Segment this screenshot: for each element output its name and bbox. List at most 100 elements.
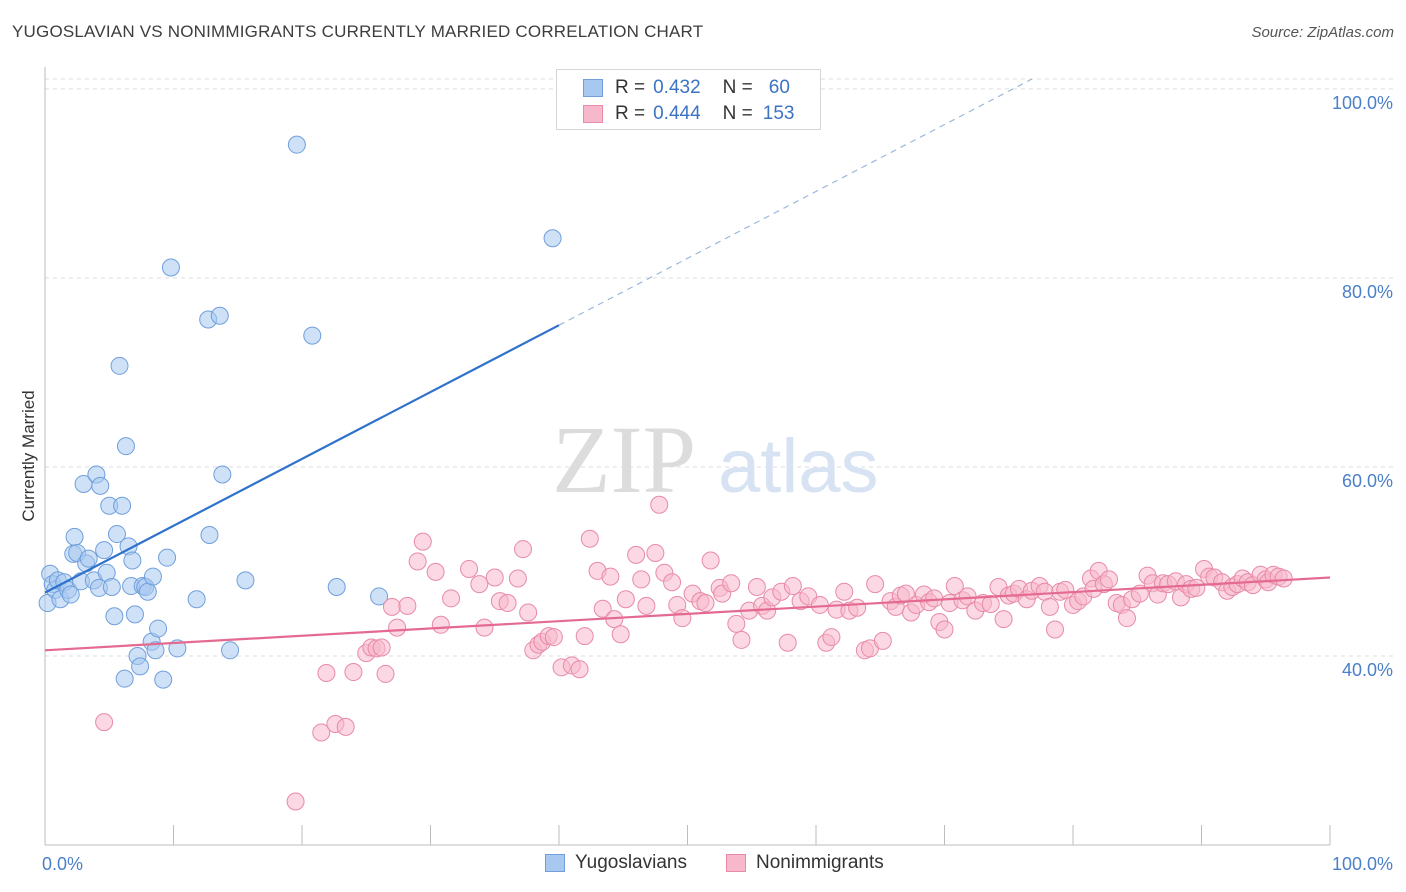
yugoslavian-point	[125, 605, 144, 624]
nonimmigrant-point	[398, 596, 417, 615]
nonimmigrant-point	[722, 574, 741, 593]
legend-n-value: 60	[768, 77, 790, 98]
nonimmigrant-point	[783, 577, 802, 596]
yugoslavian-point	[210, 306, 229, 325]
nonimmigrant-point	[312, 723, 331, 742]
nonimmigrant-point	[632, 570, 651, 589]
yugoslavian-point	[116, 437, 135, 456]
yugoslavian-point	[168, 639, 187, 658]
nonimmigrant-point	[286, 792, 305, 811]
nonimmigrant-point	[593, 599, 612, 618]
nonimmigrant-point	[344, 663, 363, 682]
nonimmigrant-point	[945, 577, 964, 596]
nonimmigrant-point	[485, 568, 504, 587]
axes: 40.0% 60.0% 80.0% 100.0% 0.0% 100.0%	[42, 67, 1393, 874]
yugoslavian-point	[327, 577, 346, 596]
chart-title: YUGOSLAVIAN VS NONIMMIGRANTS CURRENTLY M…	[12, 22, 704, 41]
points	[38, 135, 1293, 811]
yugoslavian-trend-line	[44, 324, 560, 594]
bottom-legend-swatch-yugoslavians	[545, 854, 565, 872]
yugoslavian-point	[287, 135, 306, 154]
legend-swatch-yugoslavians	[583, 79, 603, 97]
nonimmigrant-point	[925, 589, 944, 608]
yugoslavian-point	[149, 619, 168, 638]
yugoslavian-point	[91, 476, 110, 495]
nonimmigrant-point	[475, 618, 494, 637]
yugoslavian-point	[187, 590, 206, 609]
yugoslavian-point	[154, 670, 173, 689]
nonimmigrant-point	[431, 615, 450, 634]
bottom-legend-swatch-nonimmigrants	[726, 854, 746, 872]
legend-n-value: 153	[762, 103, 795, 124]
yugoslavian-point	[131, 657, 150, 676]
yugoslavian-point	[236, 571, 255, 590]
nonimmigrant-point	[732, 630, 751, 649]
nonimmigrant-point	[616, 590, 635, 609]
y-tick-label: 60.0%	[1342, 471, 1393, 491]
bottom-legend-nonimmigrants: Nonimmigrants	[726, 852, 884, 874]
legend-swatch-nonimmigrants	[583, 105, 603, 123]
nonimmigrant-point	[627, 545, 646, 564]
nonimmigrant-point	[650, 495, 669, 514]
yugoslavian-point	[221, 641, 240, 660]
nonimmigrant-point	[1099, 570, 1118, 589]
yugoslavian-point	[138, 582, 157, 601]
nonimmigrant-point	[460, 560, 479, 579]
yugoslavian-point	[370, 587, 389, 606]
nonimmigrant-point	[1040, 597, 1059, 616]
nonimmigrant-point	[470, 575, 489, 594]
legend-n-label: N =	[722, 77, 753, 98]
grid	[45, 78, 1393, 657]
nonimmigrant-point	[611, 625, 630, 644]
yugoslavian-point	[107, 525, 126, 544]
yugoslavian-point	[143, 567, 162, 586]
legend-r-value: 0.444	[653, 103, 701, 124]
bottom-legend-label: Yugoslavians	[575, 852, 687, 873]
yugoslavian-point	[158, 548, 177, 567]
nonimmigrant-point	[778, 633, 797, 652]
bottom-legend-yugoslavians: Yugoslavians	[545, 852, 687, 874]
y-axis-label: Currently Married	[19, 390, 38, 521]
nonimmigrant-point	[382, 597, 401, 616]
x-tick-label: 100.0%	[1332, 854, 1393, 874]
nonimmigrant-point	[514, 540, 533, 559]
nonimmigrant-point	[873, 631, 892, 650]
nonimmigrant-point	[663, 573, 682, 592]
nonimmigrant-point	[498, 594, 517, 613]
nonimmigrant-point	[519, 603, 538, 622]
nonimmigrant-point	[637, 596, 656, 615]
nonimmigrant-point	[95, 713, 114, 732]
legend-r-label: R =	[615, 77, 646, 98]
nonimmigrant-point	[570, 660, 589, 679]
nonimmigrant-point	[673, 609, 692, 628]
nonimmigrant-point	[544, 628, 563, 647]
watermark-zip: ZIP	[552, 406, 696, 513]
nonimmigrant-point	[413, 532, 432, 551]
yugoslavian-point	[303, 326, 322, 345]
yugoslavian-point	[105, 607, 124, 626]
yugoslavian-point	[113, 496, 132, 515]
nonimmigrant-point	[848, 598, 867, 617]
yugoslavian-point	[543, 229, 562, 248]
nonimmigrant-point	[981, 594, 1000, 613]
nonimmigrant-point	[1056, 580, 1075, 599]
nonimmigrant-trend-line	[44, 576, 1331, 652]
x-tick-label: 0.0%	[42, 854, 83, 874]
nonimmigrant-point	[442, 589, 461, 608]
legend-row-nonimmigrants: R = 0.444 N = 153	[583, 102, 794, 126]
yugoslavian-point	[146, 641, 165, 660]
nonimmigrant-point	[701, 551, 720, 570]
yugoslavian-point	[110, 356, 129, 375]
watermark-atlas: atlas	[718, 424, 879, 509]
nonimmigrant-point	[1035, 582, 1054, 601]
nonimmigrant-point	[508, 569, 527, 588]
nonimmigrant-point	[727, 614, 746, 633]
legend-r-label: R =	[615, 103, 646, 124]
yugoslavian-point	[61, 585, 80, 604]
nonimmigrant-point	[958, 587, 977, 606]
nonimmigrant-point	[601, 567, 620, 586]
yugoslavian-point	[213, 465, 232, 484]
bottom-legend-label: Nonimmigrants	[756, 852, 884, 873]
nonimmigrant-point	[372, 638, 391, 657]
yugoslavian-point	[95, 541, 114, 560]
